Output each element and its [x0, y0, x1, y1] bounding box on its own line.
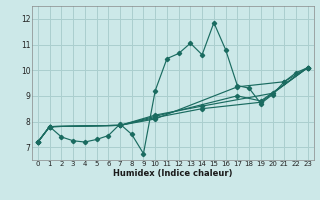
X-axis label: Humidex (Indice chaleur): Humidex (Indice chaleur) [113, 169, 233, 178]
